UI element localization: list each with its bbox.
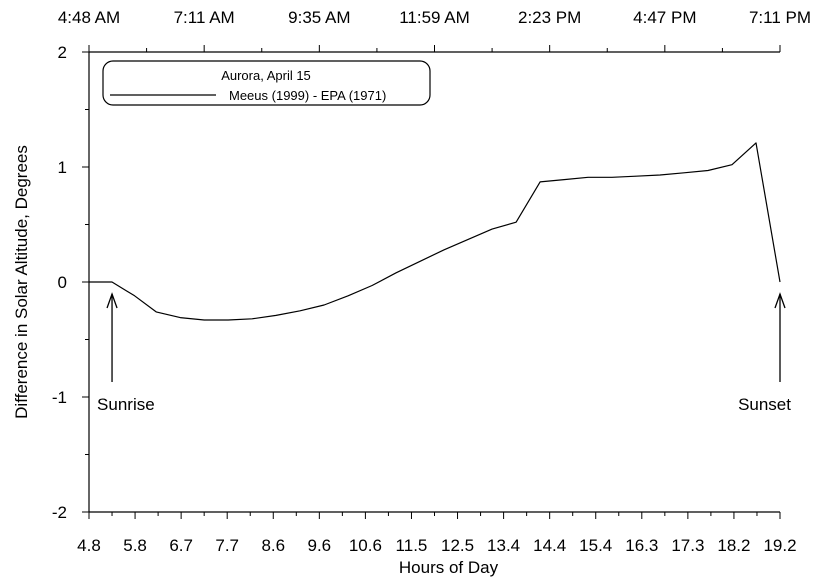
series-line: [89, 142, 781, 321]
x-tick-label: 10.6: [349, 536, 382, 555]
x-tick-label: 7.7: [215, 536, 239, 555]
x-tick-label: 9.6: [308, 536, 332, 555]
annotation-label: Sunrise: [97, 395, 155, 414]
x-tick-label: 13.4: [487, 536, 520, 555]
series-layer: [89, 142, 781, 321]
y-tick-label: 2: [58, 43, 67, 62]
y-tick-label: 0: [58, 273, 67, 292]
x-tick-label: 5.8: [123, 536, 147, 555]
top-tick-label: 2:23 PM: [518, 8, 581, 27]
x-tick-label: 17.3: [671, 536, 704, 555]
top-tick-label: 11:59 AM: [399, 8, 470, 27]
annotations: Sunrise Sunset: [97, 292, 791, 414]
x-tick-label: 16.3: [625, 536, 658, 555]
x-tick-label: 6.7: [169, 536, 193, 555]
y-tick-label: -2: [52, 503, 67, 522]
top-tick-label: 7:11 PM: [749, 8, 811, 27]
legend: Aurora, April 15 Meeus (1999) - EPA (1971…: [102, 60, 431, 106]
tick-labels: 4.8 5.8 6.7 7.7 8.6 9.6 10.6 11.5 12.5 13.4 14.4 15…: [12, 8, 811, 577]
x-tick-label: 18.2: [717, 536, 750, 555]
x-tick-label: 14.4: [533, 536, 566, 555]
annotation-arrow-head: [774, 292, 786, 309]
x-tick-label: 15.4: [579, 536, 612, 555]
x-tick-label: 4.8: [77, 536, 101, 555]
x-tick-label: 11.5: [396, 536, 428, 555]
legend-title: Aurora, April 15: [221, 68, 311, 83]
x-tick-label: 8.6: [261, 536, 285, 555]
y-tick-label: 1: [58, 158, 67, 177]
top-tick-label: 4:47 PM: [633, 8, 696, 27]
top-tick-label: 9:35 AM: [288, 8, 350, 27]
y-axis-title: Difference in Solar Altitude, Degrees: [12, 145, 31, 419]
annotation-arrow-head: [106, 292, 118, 309]
y-tick-label: -1: [52, 388, 67, 407]
annotation-label: Sunset: [738, 395, 791, 414]
x-axis-title: Hours of Day: [399, 558, 499, 577]
top-tick-label: 7:11 AM: [174, 8, 235, 27]
x-tick-label: 19.2: [763, 536, 796, 555]
legend-label: Meeus (1999) - EPA (1971): [229, 88, 386, 103]
plot-frame: [88, 51, 780, 513]
legend-box: [102, 60, 431, 106]
axis-ticks: [82, 45, 781, 519]
top-tick-label: 4:48 AM: [58, 8, 120, 27]
x-tick-label: 12.5: [441, 536, 474, 555]
